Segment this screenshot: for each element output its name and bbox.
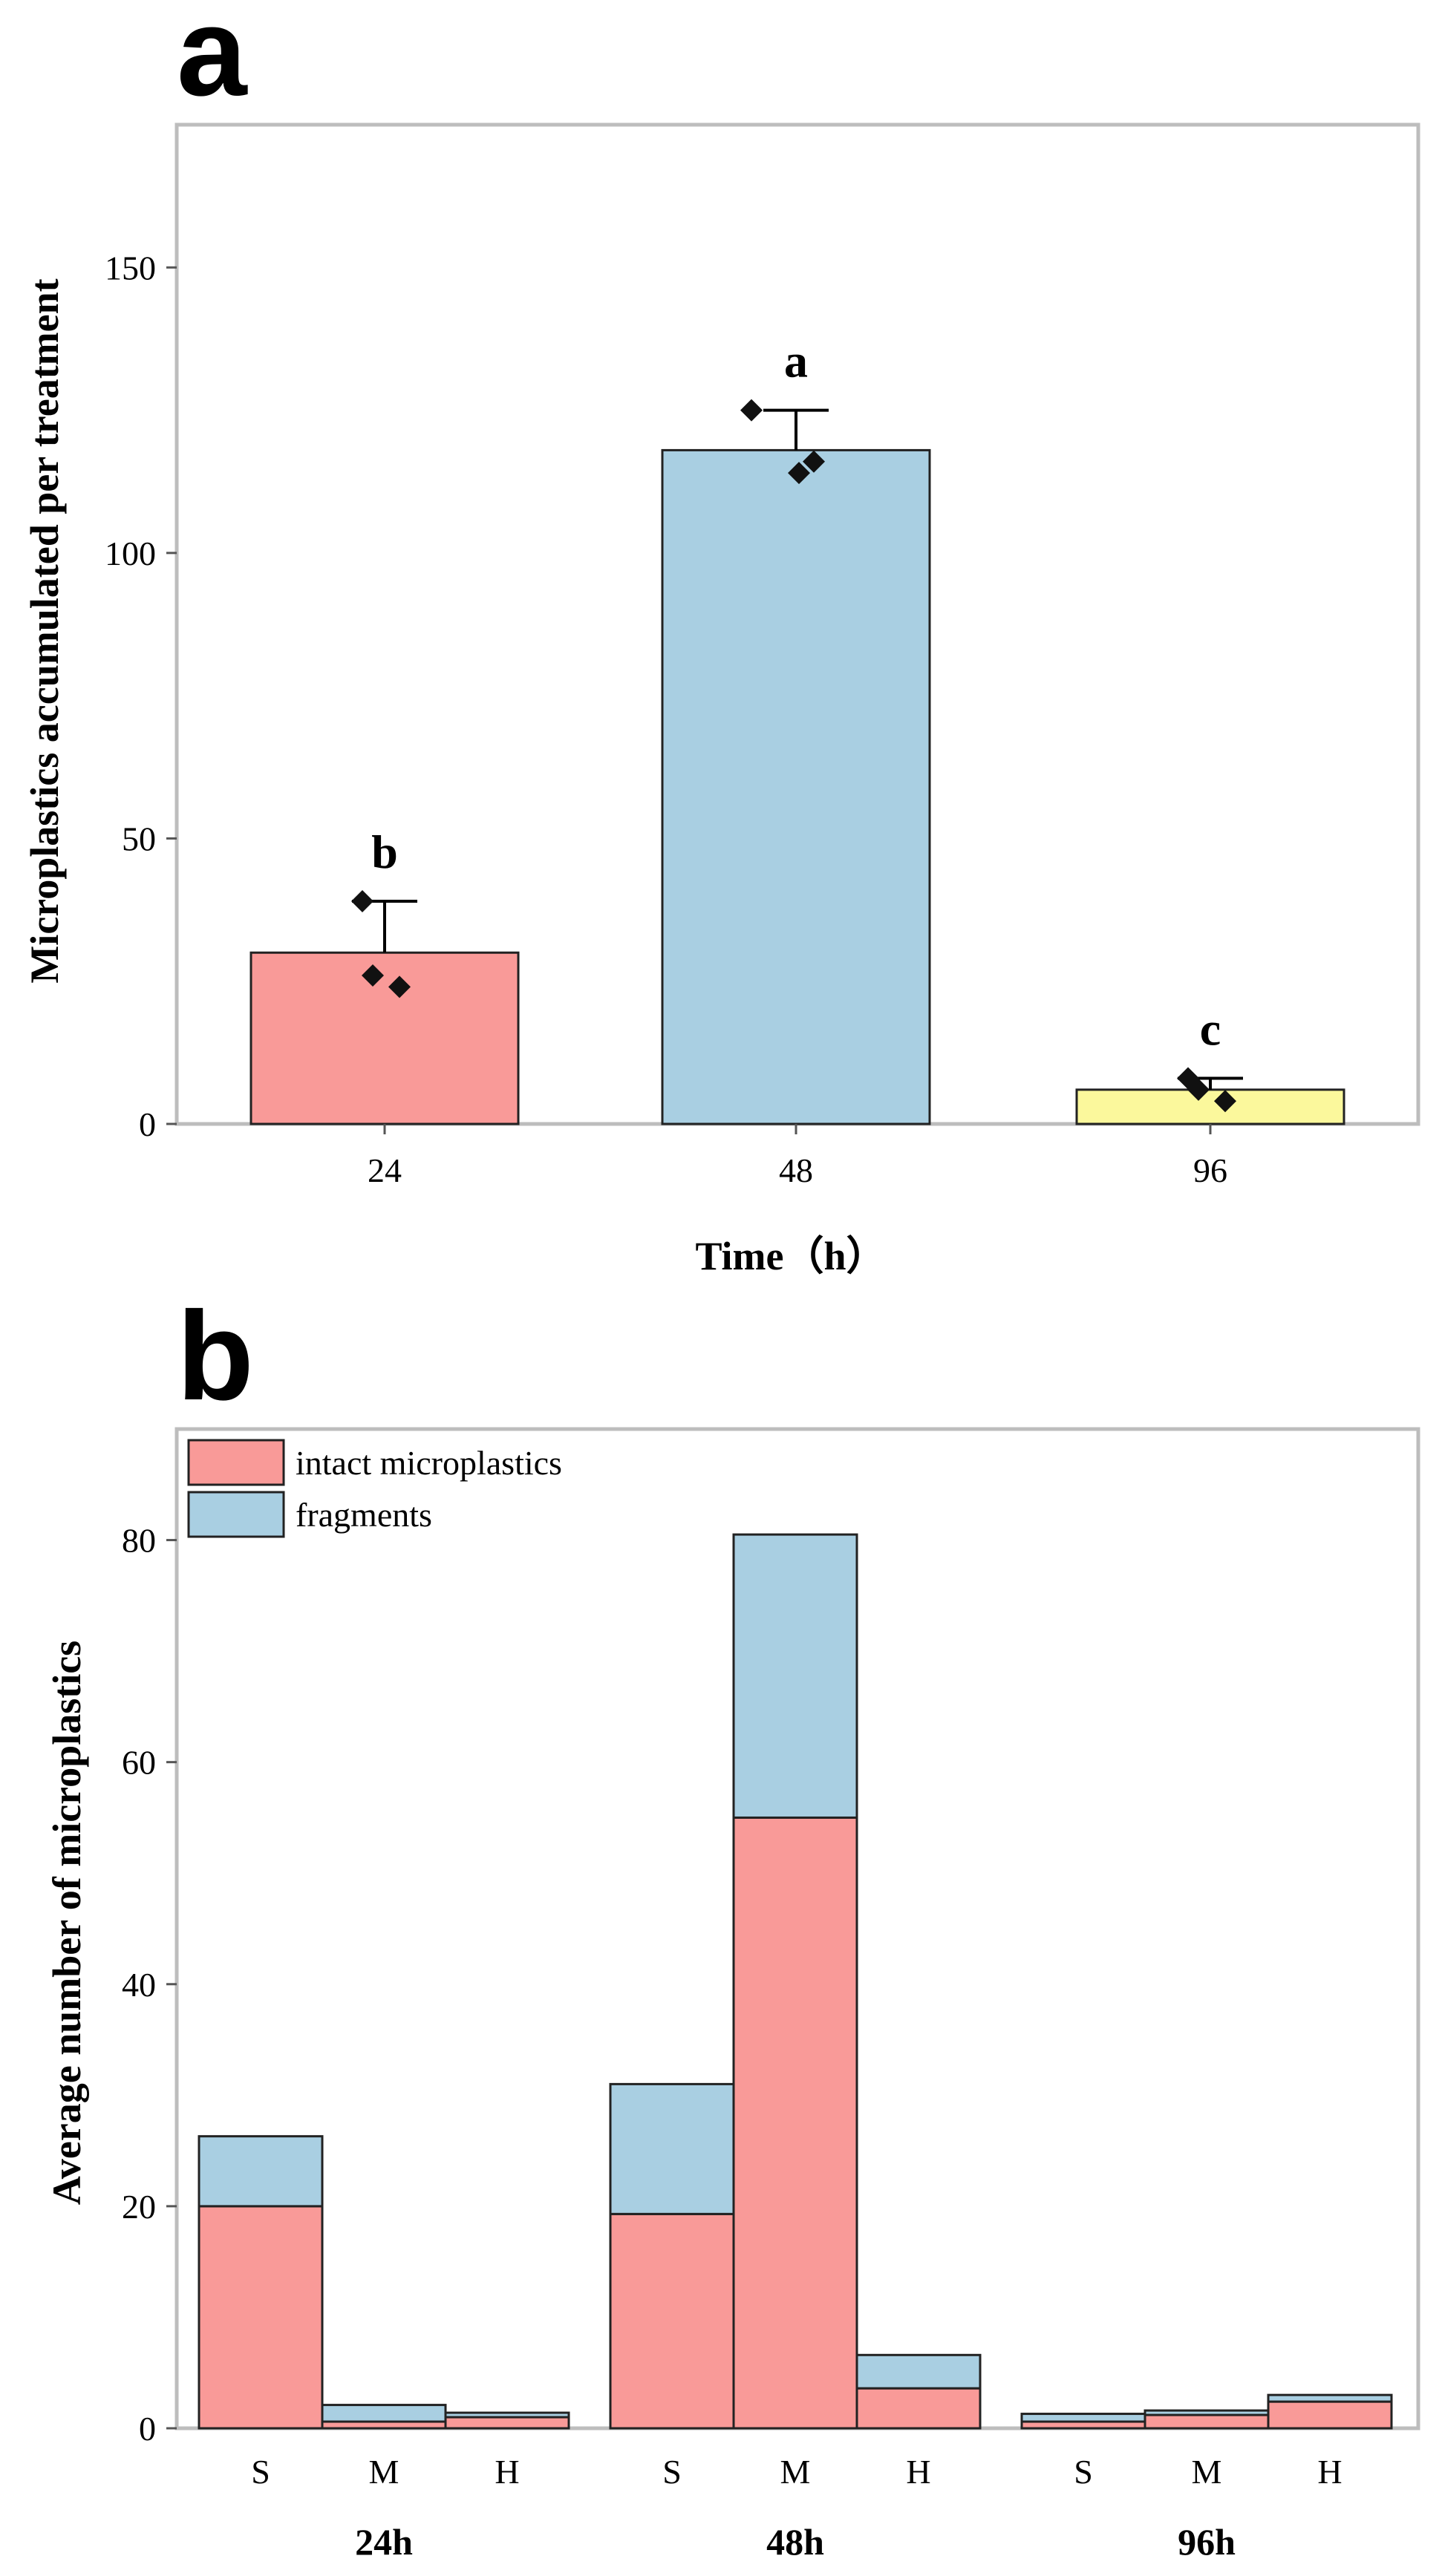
data-point-96h-2 [1187, 1078, 1210, 1101]
x-tick-label-48h-H: H [906, 2453, 930, 2491]
y-tick-label-150: 150 [105, 249, 156, 287]
stacked-bar-48h-S-fragments [609, 2082, 735, 2215]
data-point-48h-2 [788, 462, 810, 485]
x-tick-label-48: 48 [779, 1151, 813, 1189]
bar-48h [661, 448, 931, 1125]
legend-swatch-fragments [187, 1491, 285, 1538]
significance-label-48h: a [784, 335, 808, 388]
y-tick-label-0: 0 [139, 1105, 156, 1143]
data-point-24h-3 [388, 975, 411, 998]
significance-label-96h: c [1200, 1002, 1221, 1055]
x-tick-label-24h-H: H [495, 2453, 519, 2491]
stacked-bar-96h-H-intact [1267, 2400, 1393, 2430]
panel-a-y-axis-title: Microplastics accumulated per treatment [22, 278, 67, 983]
data-point-48h-3 [803, 450, 825, 473]
stacked-bar-48h-H-intact [855, 2387, 982, 2430]
y-tick-label-40: 40 [122, 1966, 156, 2004]
legend-label-fragments: fragments [296, 1496, 432, 1534]
stacked-bar-96h-M-intact [1144, 2413, 1270, 2430]
x-tick-label-96h-M: M [1192, 2453, 1222, 2491]
y-tick-label-0: 0 [139, 2410, 156, 2448]
stacked-bar-48h-M-intact [732, 1816, 858, 2430]
data-point-96h-3 [1214, 1090, 1236, 1113]
stacked-bar-24h-S-intact [198, 2205, 324, 2430]
panel-b-letter: b [177, 1286, 254, 1427]
stacked-bar-24h-S-fragments [198, 2135, 324, 2208]
x-tick-label-96: 96 [1193, 1151, 1227, 1189]
legend-swatch-intact [187, 1439, 285, 1486]
y-tick-label-50: 50 [122, 820, 156, 857]
data-point-48h-1 [740, 399, 763, 422]
x-tick-label-48h-S: S [662, 2453, 682, 2491]
stacked-bar-24h-H-fragments [444, 2411, 570, 2419]
y-tick-label-80: 80 [122, 1522, 156, 1560]
data-point-24h-2 [362, 964, 384, 987]
x-tick-label-24: 24 [368, 1151, 402, 1189]
x-tick-label-96h-H: H [1317, 2453, 1342, 2491]
x-tick-label-48h-M: M [780, 2453, 811, 2491]
panel-a-chart: a b a c 0 50 100 150 24 48 96 Time（h） Microplas… [22, 0, 1420, 1278]
stacked-bar-48h-M-fragments [732, 1533, 858, 1819]
panel-b-y-axis-title: Average number of microplastics [45, 1641, 89, 2205]
y-tick-label-20: 20 [122, 2188, 156, 2226]
data-point-24h-1 [351, 890, 373, 913]
group-label-24h: 24h [355, 2521, 413, 2563]
bar-96h [1075, 1088, 1345, 1125]
x-tick-label-96h-S: S [1074, 2453, 1093, 2491]
legend-label-intact: intact microplastics [296, 1444, 562, 1482]
stacked-bar-48h-H-fragments [855, 2353, 982, 2390]
stacked-bar-24h-H-intact [444, 2416, 570, 2430]
stacked-bar-24h-M-fragments [321, 2404, 447, 2423]
panel-a-letter: a [177, 0, 248, 122]
group-label-48h: 48h [766, 2521, 824, 2563]
group-label-96h: 96h [1178, 2521, 1236, 2563]
panel-b-chart: b 0 20 40 60 80 S M H S M H S M H 24h 48h 96h intact m… [45, 1286, 1420, 2563]
stacked-bar-96h-M-fragments [1144, 2409, 1270, 2416]
y-tick-label-100: 100 [105, 535, 156, 572]
stacked-bar-96h-S-fragments [1020, 2413, 1146, 2423]
stacked-bar-48h-S-intact [609, 2212, 735, 2430]
x-tick-label-24h-M: M [369, 2453, 399, 2491]
stacked-bar-96h-H-fragments [1267, 2393, 1393, 2403]
bar-24h [249, 951, 520, 1125]
significance-label-24h: b [371, 826, 398, 878]
panel-b-legend: intact microplastics fragments [187, 1439, 562, 1538]
x-tick-label-24h-S: S [251, 2453, 270, 2491]
y-tick-label-60: 60 [122, 1744, 156, 1782]
panel-a-x-axis-title: Time（h） [695, 1234, 886, 1278]
